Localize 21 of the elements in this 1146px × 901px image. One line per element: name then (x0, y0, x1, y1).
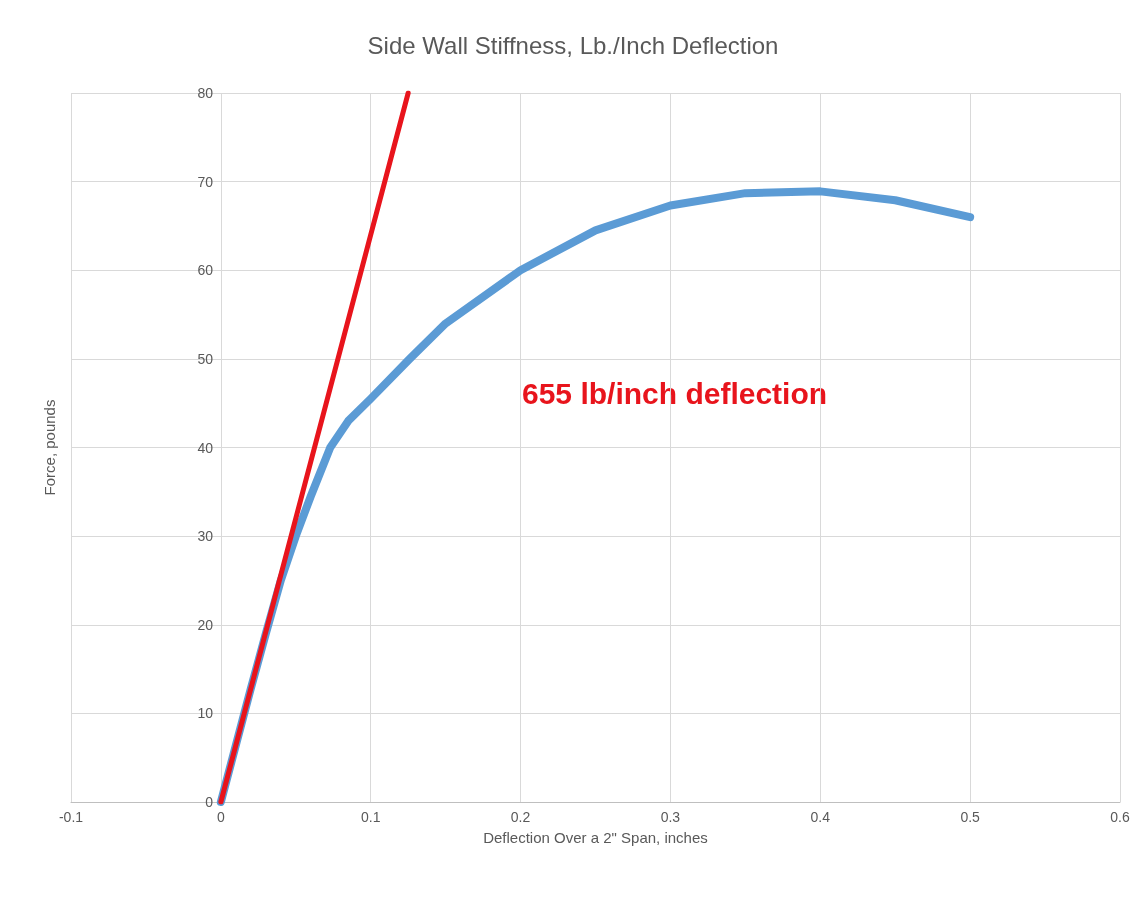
x-tick-label: 0.1 (360, 809, 381, 825)
y-tick-label: 50 (197, 350, 214, 367)
x-tick-label: 0.5 (960, 809, 981, 825)
x-tick-label: 0.3 (660, 809, 681, 825)
x-tick-label: 0.6 (1110, 809, 1130, 825)
y-tick-label: 60 (197, 262, 214, 279)
x-tick-label: 0.2 (510, 809, 531, 825)
chart-title: Side Wall Stiffness, Lb./Inch Deflection (367, 31, 779, 59)
x-tick-label: 0.4 (810, 809, 831, 825)
x-tick-label: 0 (216, 809, 225, 825)
y-tick-label: 80 (197, 85, 214, 101)
x-tick-label: -0.1 (58, 809, 84, 825)
annotation: 655 lb/inch deflection (522, 376, 828, 410)
x-axis-title: Deflection Over a 2" Span, inches (483, 829, 708, 846)
y-axis-title: Force, pounds (41, 399, 58, 496)
y-tick-label: 0 (205, 794, 214, 810)
y-tick-label: 40 (197, 439, 214, 456)
y-tick-label: 70 (197, 173, 214, 190)
y-tick-label: 10 (197, 705, 214, 722)
y-tick-label: 30 (197, 528, 214, 545)
y-tick-label: 20 (197, 616, 214, 633)
